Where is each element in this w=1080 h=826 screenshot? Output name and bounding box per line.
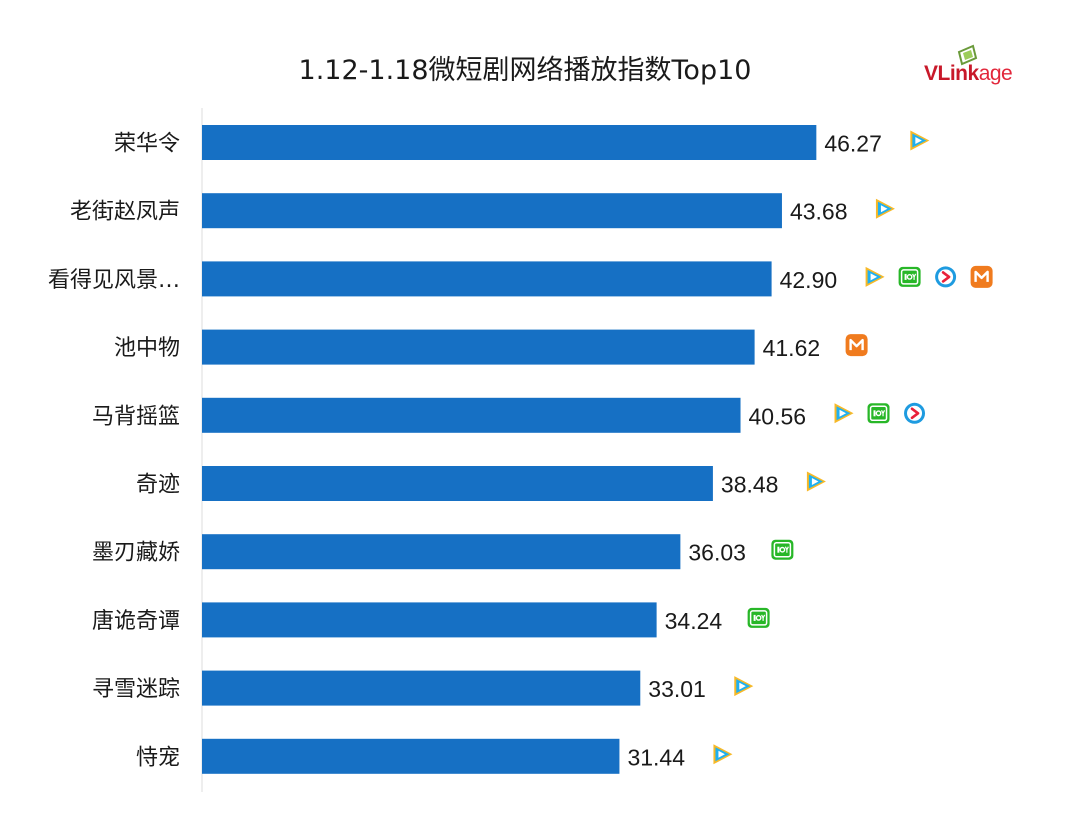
vlinkage-logo-text: VLinkage xyxy=(924,62,1013,85)
tencent-video-icon xyxy=(875,198,895,219)
bar-5 xyxy=(202,397,741,433)
tencent-video-icon xyxy=(910,130,930,151)
value-label: 34.24 xyxy=(665,608,723,634)
value-label: 43.68 xyxy=(790,199,848,225)
category-label: 唐诡奇谭 xyxy=(92,609,180,634)
bar-8 xyxy=(202,602,657,638)
value-label: 31.44 xyxy=(627,744,685,770)
value-label: 46.27 xyxy=(824,131,882,157)
value-label: 33.01 xyxy=(648,676,706,702)
value-label: 36.03 xyxy=(688,540,746,566)
category-label: 恃宠 xyxy=(136,745,180,770)
iqiyi-icon xyxy=(867,403,890,424)
bar-1 xyxy=(202,125,817,160)
iqiyi-icon xyxy=(747,607,770,628)
bar-2 xyxy=(202,193,782,229)
tencent-video-icon xyxy=(734,676,754,697)
bar-3 xyxy=(202,261,772,297)
category-label: 奇迹 xyxy=(136,473,180,498)
category-label: 池中物 xyxy=(114,336,180,361)
category-label: 寻雪迷踪 xyxy=(92,677,180,702)
value-label: 42.90 xyxy=(780,267,838,293)
vlinkage-logo-icon xyxy=(957,44,978,66)
bar-4 xyxy=(202,329,755,365)
chart-title: 1.12-1.18微短剧网络播放指数Top10 xyxy=(298,55,752,86)
tencent-video-icon xyxy=(713,744,733,765)
iqiyi-icon xyxy=(898,266,921,287)
tencent-video-icon xyxy=(865,266,885,287)
tencent-video-icon xyxy=(806,471,826,492)
category-label: 马背摇篮 xyxy=(92,404,180,429)
bar-6 xyxy=(202,466,713,501)
mango-tv-icon xyxy=(970,265,993,288)
iqiyi-icon xyxy=(771,539,794,560)
value-label: 41.62 xyxy=(763,335,821,361)
tencent-video-icon xyxy=(834,403,854,424)
bar-9 xyxy=(202,670,641,706)
value-label: 38.48 xyxy=(721,472,779,498)
vlinkage-logo: VLinkage xyxy=(924,44,1034,90)
value-label: 40.56 xyxy=(749,403,807,429)
bar-10 xyxy=(202,738,620,774)
category-label: 老街赵凤声 xyxy=(70,200,180,225)
youku-icon xyxy=(904,402,926,424)
category-label: 荣华令 xyxy=(114,132,180,157)
category-label: 看得见风景… xyxy=(48,268,180,293)
category-label: 墨刃藏娇 xyxy=(92,541,180,566)
bar-7 xyxy=(202,534,681,570)
youku-icon xyxy=(935,266,957,288)
mango-tv-icon xyxy=(845,334,868,357)
